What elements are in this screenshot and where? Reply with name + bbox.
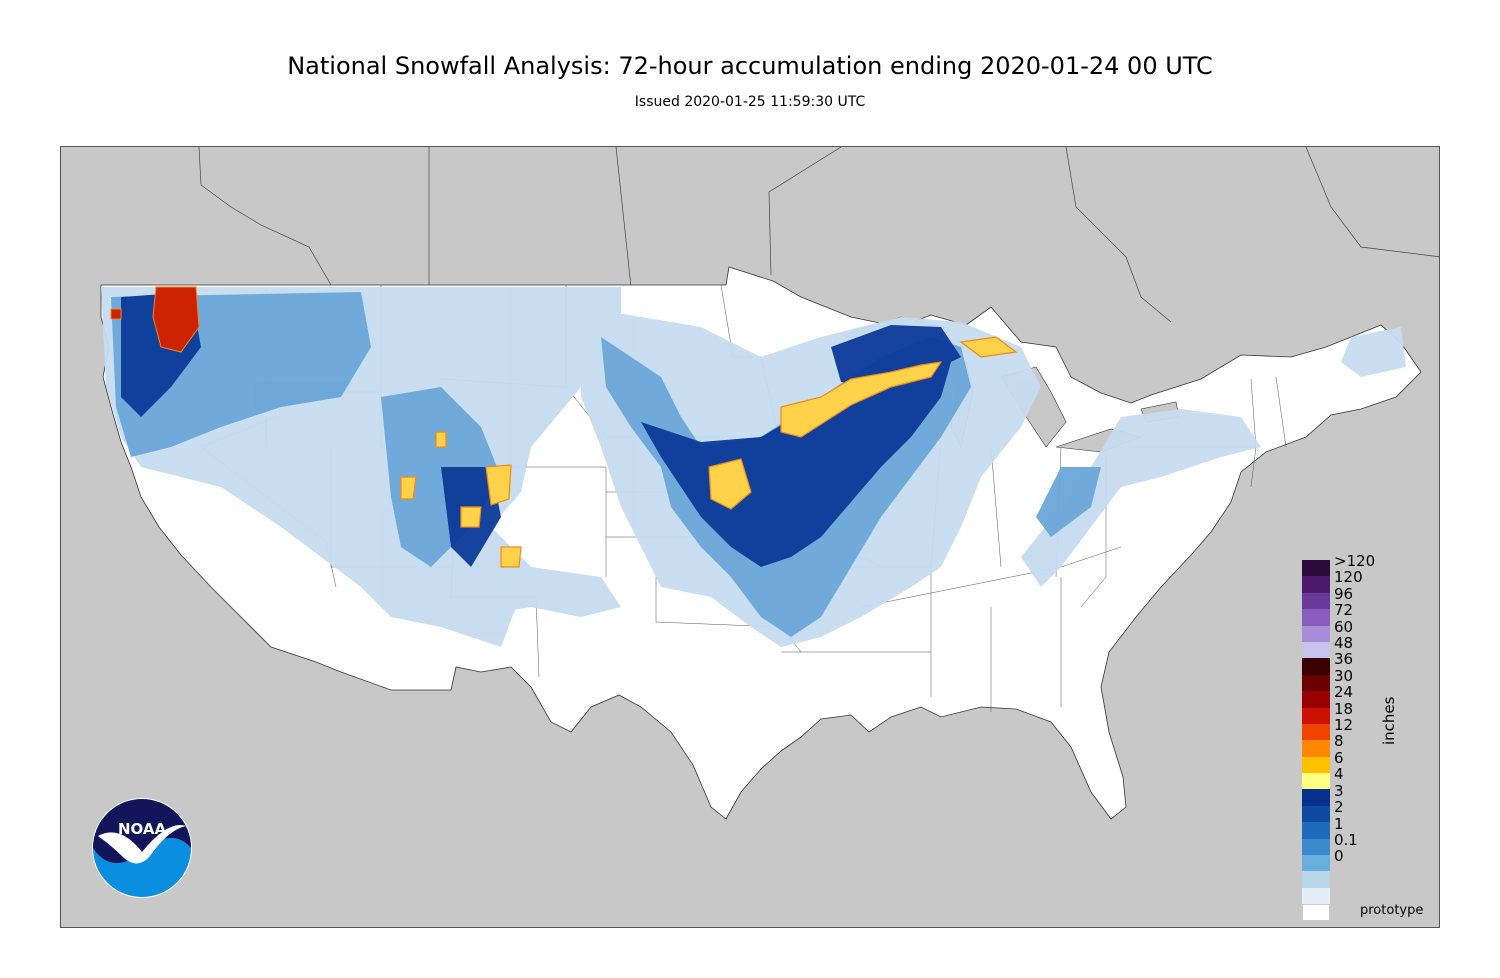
legend-swatch: [1302, 904, 1330, 921]
noaa-logo-text: NOAA: [118, 820, 167, 838]
country-borders: [198, 147, 1439, 323]
legend-swatch: [1302, 560, 1330, 577]
legend-label: 12: [1334, 716, 1354, 735]
legend-swatch: [1302, 773, 1330, 790]
legend-swatch: [1302, 805, 1330, 823]
legend-label: 96: [1334, 584, 1354, 603]
legend-swatch: [1302, 723, 1330, 741]
map-canvas: [100, 147, 1439, 820]
legend-swatch: [1302, 641, 1330, 659]
snow-extreme: [110, 286, 200, 353]
legend-label: 8: [1334, 732, 1344, 751]
noaa-logo: NOAA: [92, 798, 192, 898]
legend-label: >120: [1334, 552, 1376, 570]
legend-swatch: [1302, 691, 1330, 708]
legend-swatch: [1302, 658, 1330, 675]
legend-swatch: [1302, 822, 1330, 839]
map-title: National Snowfall Analysis: 72-hour accu…: [287, 52, 1213, 80]
legend-label: 4: [1334, 765, 1344, 784]
map-subtitle: Issued 2020-01-25 11:59:30 UTC: [634, 94, 866, 110]
legend-swatch: [1302, 887, 1330, 905]
legend-swatch: [1302, 576, 1330, 593]
prototype-note: prototype: [1360, 903, 1424, 918]
legend-swatch: [1302, 855, 1330, 872]
legend-swatch: [1302, 609, 1330, 626]
legend-label: 24: [1334, 683, 1354, 702]
legend-swatch: [1302, 789, 1330, 806]
legend-label: 18: [1334, 699, 1354, 718]
legend-swatch: [1302, 625, 1330, 642]
snow-dark: [121, 292, 961, 567]
legend-label: 120: [1334, 568, 1363, 587]
legend-swatch: [1302, 871, 1330, 888]
legend-label: 60: [1334, 617, 1354, 636]
snow-heavy: [400, 336, 1018, 568]
legend-swatch: [1302, 674, 1330, 692]
legend-label: 48: [1334, 634, 1354, 653]
legend-swatch: [1302, 756, 1330, 774]
legend-label: 72: [1334, 601, 1354, 620]
legend-swatch: [1302, 838, 1330, 856]
legend-labels: >120 120 96 72 60 48 36 30 24 18 12 8 6 4 3 2 1 0.1 0: [1334, 553, 1375, 865]
legend-label: 30: [1334, 666, 1354, 685]
color-legend: [1302, 560, 1330, 921]
legend-label: 1: [1334, 814, 1344, 833]
legend-label: 36: [1334, 650, 1354, 669]
legend-swatch: [1302, 592, 1330, 610]
legend-unit: inches: [1380, 696, 1398, 745]
legend-label: 0: [1334, 847, 1344, 866]
legend-swatch: [1302, 740, 1330, 757]
legend-label: 6: [1334, 748, 1344, 767]
legend-unit-wrap: inches: [1380, 697, 1400, 805]
legend-label: 2: [1334, 798, 1344, 817]
legend-label: 3: [1334, 781, 1344, 800]
snowfall-map: [60, 146, 1440, 928]
legend-label: 0.1: [1334, 830, 1358, 849]
legend-swatch: [1302, 707, 1330, 724]
